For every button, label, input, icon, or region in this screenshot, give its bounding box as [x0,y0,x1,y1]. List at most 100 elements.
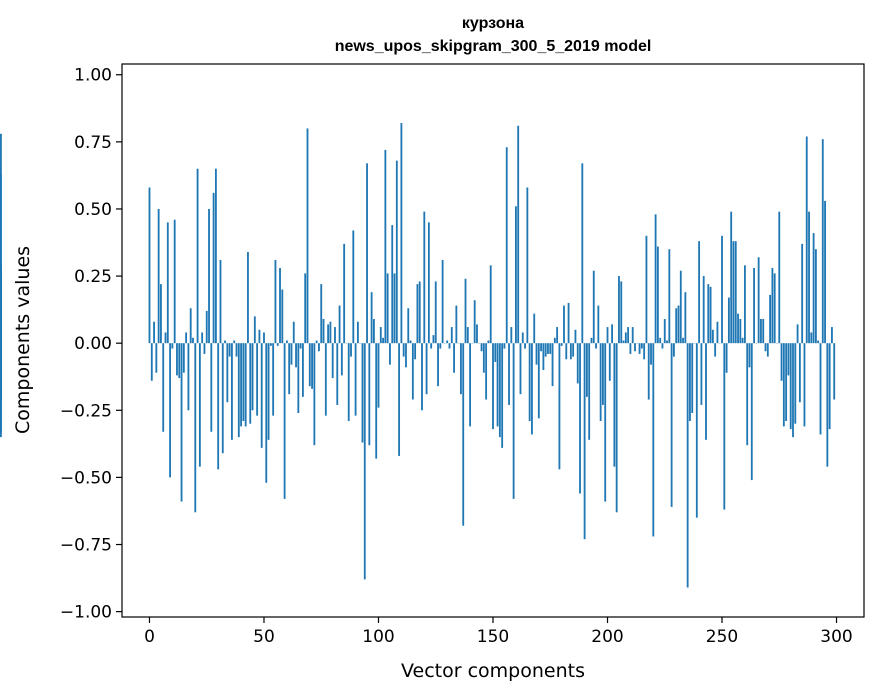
bar [237,343,240,438]
x-tick-label: 100 [362,627,394,647]
bar [787,343,790,376]
bar [221,343,224,454]
bar [453,343,455,373]
bar [686,343,689,588]
bar [705,343,707,440]
bar [581,163,584,344]
bar [583,343,586,540]
bar [558,343,561,470]
bar [547,343,549,354]
bar [535,343,538,365]
bar [178,343,181,379]
bar [473,300,476,344]
bar [169,343,172,478]
bar [517,125,520,344]
bar [656,246,659,344]
bar [208,208,210,344]
bar [192,337,194,344]
bar [615,343,618,513]
bar [318,343,320,352]
bar [288,343,291,395]
bar [549,343,552,354]
bar [285,340,288,344]
x-tick-label: 150 [477,627,509,647]
bar [814,249,817,344]
bar [627,327,630,344]
bar [826,343,829,467]
chart-subtitle: news_upos_skipgram_300_5_2019 model [335,38,652,55]
bar [727,297,730,344]
bar [224,340,226,344]
bar [723,343,726,510]
bar [663,319,666,344]
bar [476,324,478,344]
bar [334,327,336,344]
bar [423,211,426,344]
bar [212,192,215,344]
bar [817,340,820,344]
bar [235,343,238,357]
bar [700,343,703,405]
bar [363,343,366,580]
bar [265,343,268,483]
bar [496,343,499,427]
bar [492,343,494,430]
bar [395,160,398,344]
bar [283,343,286,499]
bar [160,284,162,344]
bar [214,168,217,344]
bar [382,337,384,344]
bar [501,343,504,448]
bar [725,343,728,373]
bar [542,343,545,371]
x-axis-label: Vector components [401,660,585,682]
bar [569,343,572,360]
bar [808,211,810,344]
bar [373,319,375,344]
bar [150,343,153,381]
y-axis: −1.00 −0.75 −0.50 −0.25 0.00 0.25 0.50 0.75 1.00 [60,66,122,623]
bar-series [0,123,836,588]
bar [762,319,765,344]
bar [166,222,169,344]
bar [375,343,378,459]
bar [769,294,772,344]
bar [400,123,403,344]
bar [338,305,341,344]
bar [654,214,657,344]
bar [624,332,627,344]
bar [737,313,739,344]
bar [677,305,680,344]
bar [269,343,272,346]
bar [498,343,501,438]
bar [244,343,247,427]
bar [164,332,167,344]
bar [308,343,311,387]
bar [176,343,178,376]
bar [732,241,735,344]
bar [0,343,2,362]
bar [297,343,300,413]
bar [785,343,788,422]
bar [595,343,597,349]
bar [439,343,442,349]
bar [306,128,309,344]
bar [258,329,261,344]
bar [148,187,151,344]
bar [602,343,604,405]
bar [430,343,433,349]
bar [180,343,183,502]
bar [226,343,229,403]
y-axis-label: Components values [12,246,34,434]
bar [819,343,822,435]
bar [343,243,346,344]
bar [398,343,401,456]
bar [0,343,2,432]
bar [350,343,352,357]
bar [828,343,831,430]
bar [707,284,710,344]
bar [469,343,472,427]
bar [414,343,417,360]
bar [379,327,382,344]
bar [299,343,302,349]
